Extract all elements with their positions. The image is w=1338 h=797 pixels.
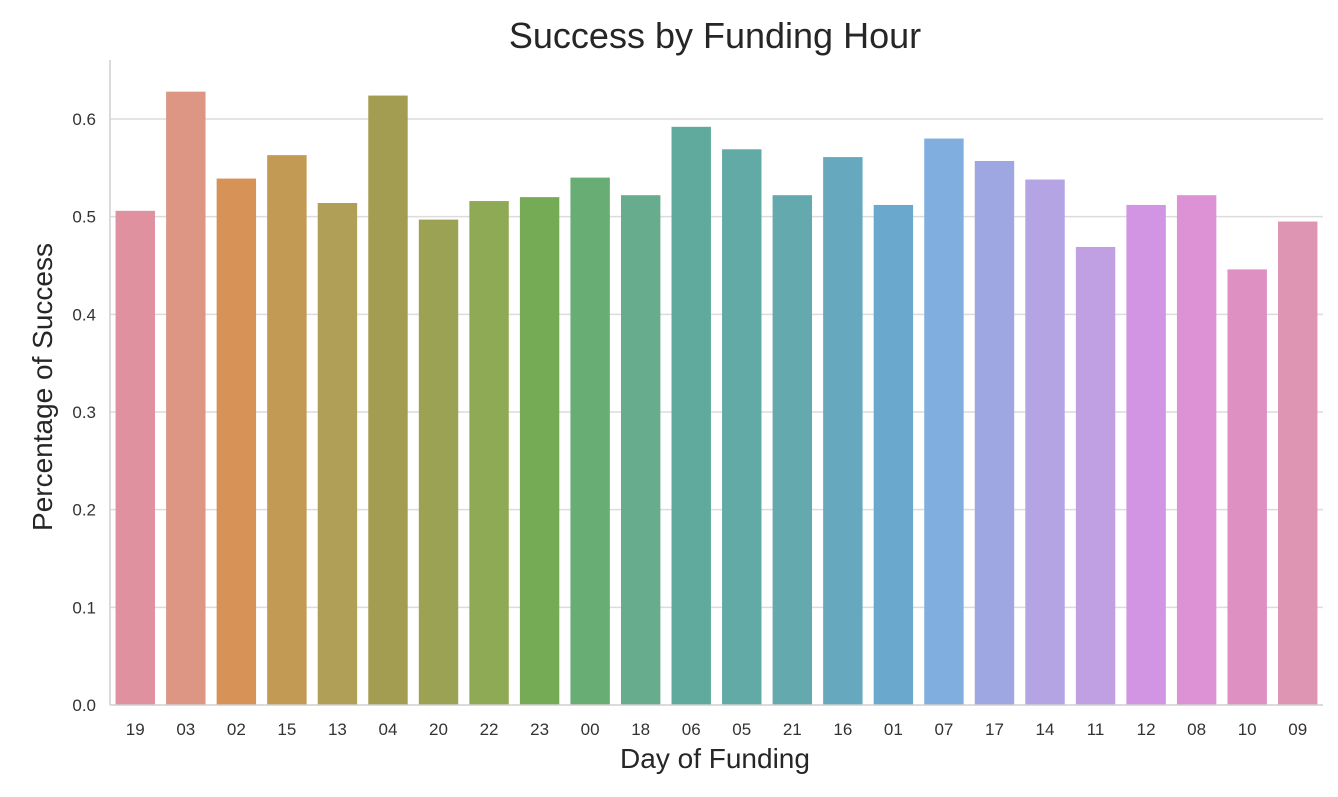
bar-00 (570, 177, 610, 706)
bar-12 (1126, 204, 1166, 706)
x-tick-label: 19 (126, 720, 145, 739)
x-tick-label: 09 (1288, 720, 1307, 739)
bar-10 (1227, 269, 1267, 705)
x-axis-label: Day of Funding (620, 743, 810, 774)
bar-13 (317, 202, 358, 705)
y-tick-label: 0.0 (72, 696, 96, 715)
bar-20 (418, 219, 459, 705)
x-tick-label: 08 (1187, 720, 1206, 739)
x-tick-label: 16 (833, 720, 852, 739)
grid-lines (110, 118, 1323, 609)
chart-title: Success by Funding Hour (509, 15, 921, 56)
bars (115, 91, 1318, 706)
bar-18 (620, 195, 661, 705)
x-tick-label: 13 (328, 720, 347, 739)
x-tick-label: 05 (732, 720, 751, 739)
y-tick-label: 0.6 (72, 110, 96, 129)
x-tick-label: 21 (783, 720, 802, 739)
x-tick-label: 20 (429, 720, 448, 739)
y-tick-label: 0.4 (72, 305, 96, 324)
bar-21 (772, 195, 813, 705)
x-tick-label: 01 (884, 720, 903, 739)
x-tick-label: 18 (631, 720, 650, 739)
x-tick-label: 06 (682, 720, 701, 739)
bar-06 (671, 126, 711, 705)
x-tick-label: 04 (379, 720, 398, 739)
x-tick-label: 02 (227, 720, 246, 739)
y-tick-labels: 0.0 0.1 0.2 0.3 0.4 0.5 0.6 (72, 110, 96, 715)
bar-23 (519, 197, 560, 705)
x-tick-label: 10 (1238, 720, 1257, 739)
y-tick-label: 0.1 (72, 598, 96, 617)
bar-03 (166, 91, 206, 706)
bar-11 (1075, 246, 1116, 705)
bar-09 (1278, 221, 1318, 706)
bar-15 (267, 155, 307, 706)
y-tick-label: 0.3 (72, 403, 96, 422)
bar-04 (368, 95, 408, 705)
y-tick-label: 0.2 (72, 501, 96, 520)
bar-16 (823, 157, 863, 706)
bar-01 (873, 204, 914, 706)
bar-17 (974, 160, 1015, 705)
x-tick-label: 22 (480, 720, 499, 739)
y-tick-label: 0.5 (72, 208, 96, 227)
bar-02 (216, 178, 257, 705)
bar-05 (722, 149, 762, 705)
axes (109, 60, 1323, 706)
x-tick-label: 14 (1036, 720, 1055, 739)
bar-19 (115, 210, 155, 705)
x-tick-label: 00 (581, 720, 600, 739)
x-tick-label: 17 (985, 720, 1004, 739)
x-tick-label: 23 (530, 720, 549, 739)
y-axis-label: Percentage of Success (27, 243, 58, 531)
bar-08 (1176, 195, 1217, 705)
x-tick-label: 07 (934, 720, 953, 739)
bar-22 (469, 201, 509, 706)
x-tick-label: 15 (277, 720, 296, 739)
bar-07 (924, 138, 964, 706)
x-tick-label: 11 (1087, 720, 1105, 739)
x-tick-label: 03 (176, 720, 195, 739)
bar-14 (1025, 179, 1065, 705)
x-tick-labels: 19 03 02 15 13 04 20 22 23 00 18 06 05 21 16 01 07 17 14 11… (126, 720, 1307, 739)
x-tick-label: 12 (1137, 720, 1156, 739)
